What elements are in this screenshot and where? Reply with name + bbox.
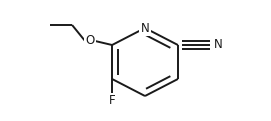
Text: F: F xyxy=(109,95,115,107)
Text: N: N xyxy=(141,22,149,34)
Text: N: N xyxy=(214,38,222,52)
Text: O: O xyxy=(85,34,95,48)
